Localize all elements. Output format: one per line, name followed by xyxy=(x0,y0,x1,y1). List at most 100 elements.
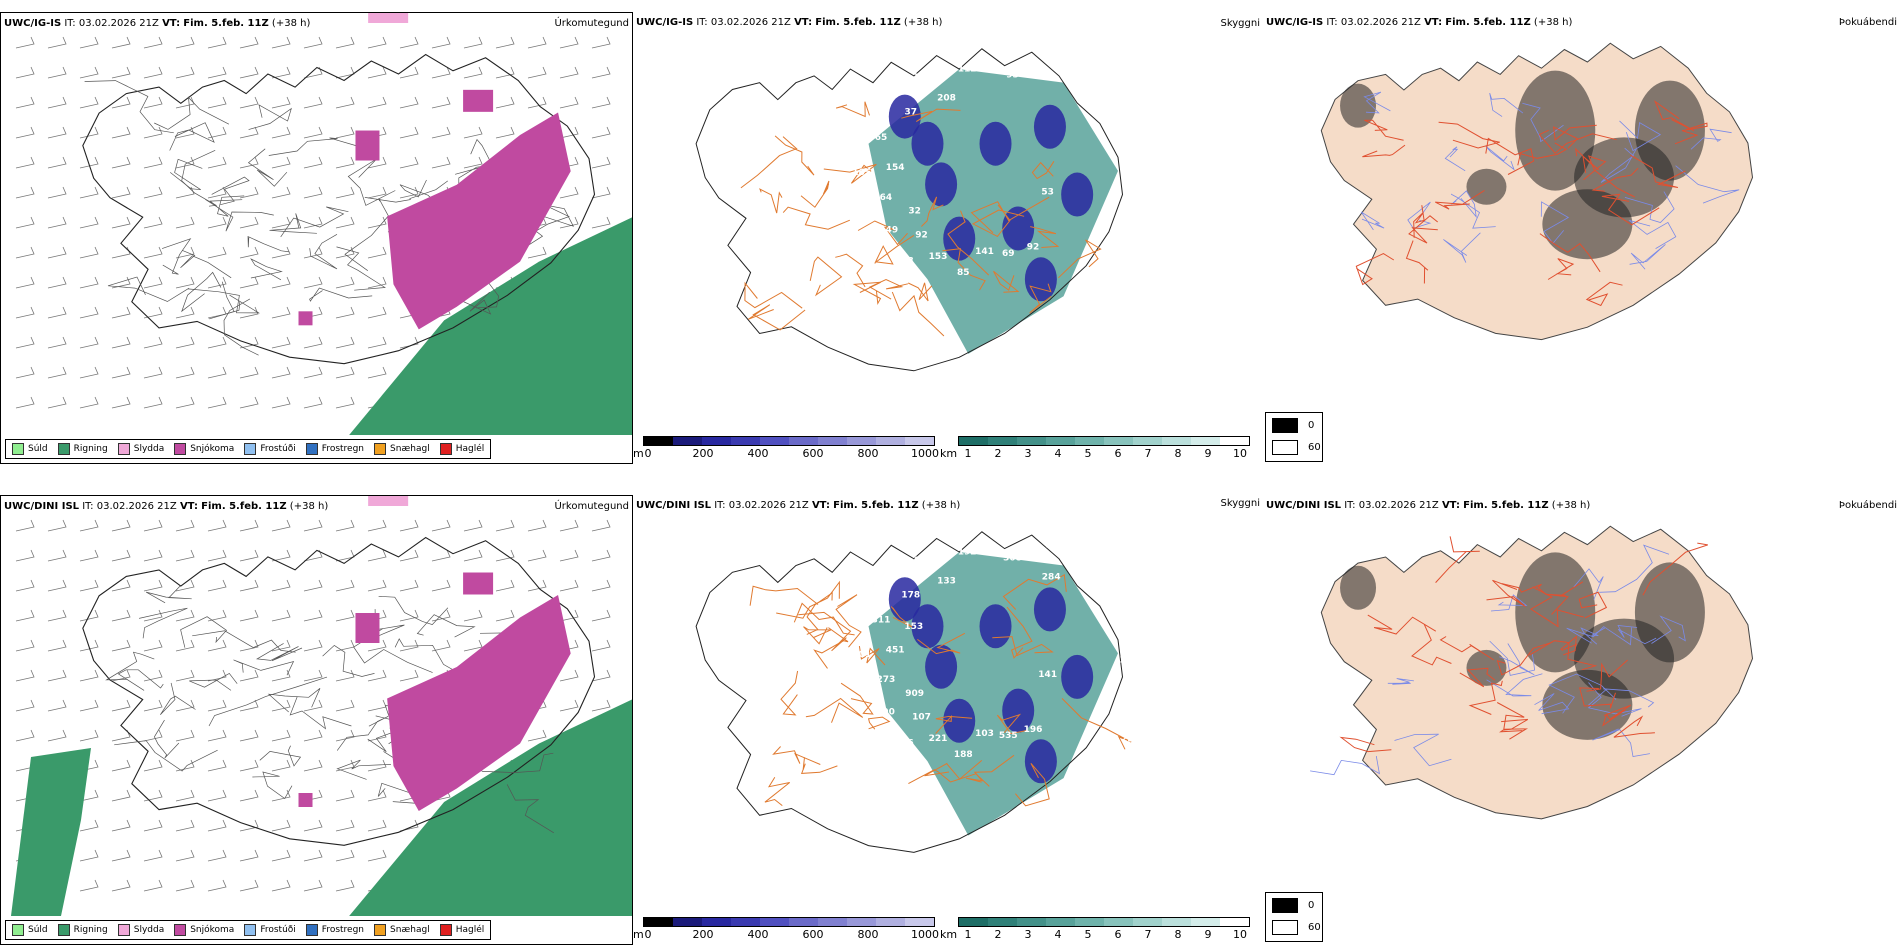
map-line xyxy=(1587,682,1642,717)
map-line xyxy=(107,276,190,302)
legend-item: Súld xyxy=(12,924,48,936)
wind-barb xyxy=(15,186,35,199)
wind-barb xyxy=(47,36,67,49)
snow-area xyxy=(387,112,571,330)
wind-barb xyxy=(303,759,323,772)
map-line xyxy=(890,606,913,628)
wind-barb xyxy=(175,669,195,682)
wind-barb xyxy=(111,366,131,379)
wind-barb xyxy=(367,549,387,562)
wind-barb xyxy=(207,336,227,349)
wind-barb xyxy=(175,66,195,79)
map-line xyxy=(1485,137,1535,175)
wind-barb xyxy=(15,36,35,49)
colorbar-swatch xyxy=(959,437,988,445)
colorbar-swatch xyxy=(1220,437,1249,445)
ceiling-value: 419 xyxy=(1144,635,1163,645)
legend-swatch xyxy=(174,924,187,936)
ceiling-value: 53 xyxy=(1124,252,1137,262)
ceiling-value: 196 xyxy=(1024,725,1043,735)
wind-barb xyxy=(47,366,67,379)
colorbar-swatch xyxy=(731,437,760,445)
wind-barb xyxy=(271,36,291,49)
map-line xyxy=(1496,641,1553,676)
wind-barb xyxy=(399,96,419,109)
wind-barb xyxy=(239,96,259,109)
ceiling-value: 195 xyxy=(1121,295,1140,305)
wind-barb xyxy=(79,729,99,742)
wind-barb xyxy=(591,66,611,79)
wind-barb xyxy=(111,186,131,199)
wind-barb xyxy=(431,126,451,139)
wind-barb xyxy=(271,519,291,532)
wind-barb xyxy=(399,669,419,682)
wind-barb xyxy=(143,639,163,652)
colorbar-swatch xyxy=(702,437,731,445)
map-line xyxy=(800,180,830,208)
precip-legend: Súld Rigning Slydda Snjókoma Frostúði Fr… xyxy=(5,439,492,459)
map-line xyxy=(209,195,245,217)
map-line xyxy=(268,137,359,156)
wind-barb xyxy=(559,609,579,622)
wind-barb xyxy=(271,216,291,229)
colorbar-swatch xyxy=(1046,437,1075,445)
ceiling-area xyxy=(979,121,1012,166)
map-line xyxy=(1498,718,1529,733)
colorbar-swatch xyxy=(731,918,760,926)
wind-barb xyxy=(559,66,579,79)
map-line xyxy=(1363,91,1391,114)
colorbar-swatch xyxy=(1220,918,1249,926)
map-line xyxy=(835,101,870,118)
wind-barb xyxy=(271,306,291,319)
map-line xyxy=(1674,122,1708,145)
wind-barb xyxy=(15,66,35,79)
wind-barb xyxy=(207,549,227,562)
map-line xyxy=(105,651,155,681)
map-line xyxy=(1438,121,1500,149)
legend-item: Slydda xyxy=(117,924,164,936)
legend-swatch xyxy=(12,924,24,936)
wind-barb xyxy=(303,639,323,652)
wind-barb xyxy=(303,336,323,349)
wind-barb xyxy=(431,156,451,169)
roads xyxy=(1355,100,1708,307)
visibility-tick: 9 xyxy=(1204,928,1212,941)
wind-barb xyxy=(15,216,35,229)
wind-barb xyxy=(335,126,355,139)
ceiling-tick: 800 xyxy=(857,928,879,941)
map-line xyxy=(1601,193,1660,226)
map-line xyxy=(806,591,833,635)
ceiling-value: 101 xyxy=(852,650,871,660)
map-line xyxy=(139,607,188,639)
wind-barb xyxy=(15,699,35,712)
map-line xyxy=(759,188,783,214)
wind-barb xyxy=(111,216,131,229)
map-line xyxy=(267,688,321,713)
rivers xyxy=(1310,544,1686,776)
snow-area xyxy=(387,595,571,811)
wind-barb xyxy=(79,36,99,49)
ceiling-value: 18 xyxy=(1045,540,1058,550)
map-line xyxy=(169,158,203,191)
ceiling-value: 92 xyxy=(1027,243,1040,253)
ceiling-area xyxy=(1002,206,1035,251)
map-type-label: Úrkomutegund xyxy=(554,501,629,512)
map-line xyxy=(772,746,821,765)
wind-barb xyxy=(79,819,99,832)
wind-barb xyxy=(143,246,163,259)
wind-barb xyxy=(495,96,515,109)
map-line xyxy=(1591,167,1639,192)
map-line xyxy=(874,234,915,265)
ceiling-tick: 600 xyxy=(802,928,824,941)
map-line xyxy=(907,282,933,302)
wind-barb xyxy=(527,246,547,259)
ceiling-value: 154 xyxy=(886,163,905,173)
visibility-map: 141 196 269 196 101 63 188 99 82 90 18 535 311 419 221… xyxy=(695,523,1173,853)
map-line xyxy=(1602,704,1631,727)
wind-barb xyxy=(367,699,387,712)
map-line xyxy=(1030,226,1060,248)
map-line xyxy=(805,697,864,723)
wind-barb xyxy=(431,36,451,49)
rain-area xyxy=(11,748,91,916)
wind-barb xyxy=(79,66,99,79)
